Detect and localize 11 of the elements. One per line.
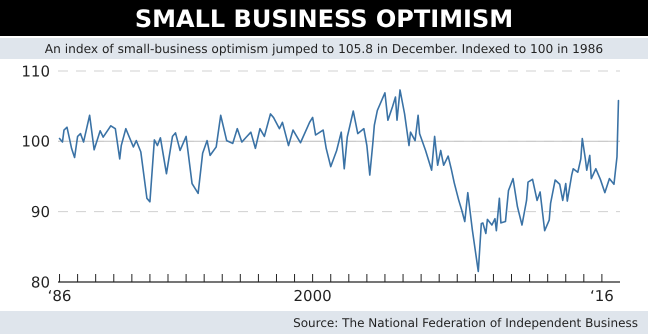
y-tick-label: 80 [30,273,50,292]
y-tick-label: 100 [21,132,50,151]
y-tick-label: 90 [30,202,50,221]
x-tick-label: ‘16 [590,287,614,305]
line-series [58,89,620,272]
x-tick-label: ‘86 [48,287,72,305]
x-tick-label: 2000 [294,287,332,305]
y-tick-label: 110 [21,62,50,80]
chart-title: SMALL BUSINESS OPTIMISM [134,5,514,33]
chart-subtitle: An index of small-business optimism jumped to 105.8 in December. Indexed to 100 in 1986 [44,42,604,56]
source-note: Source: The National Federation of Independent Business [293,316,638,330]
